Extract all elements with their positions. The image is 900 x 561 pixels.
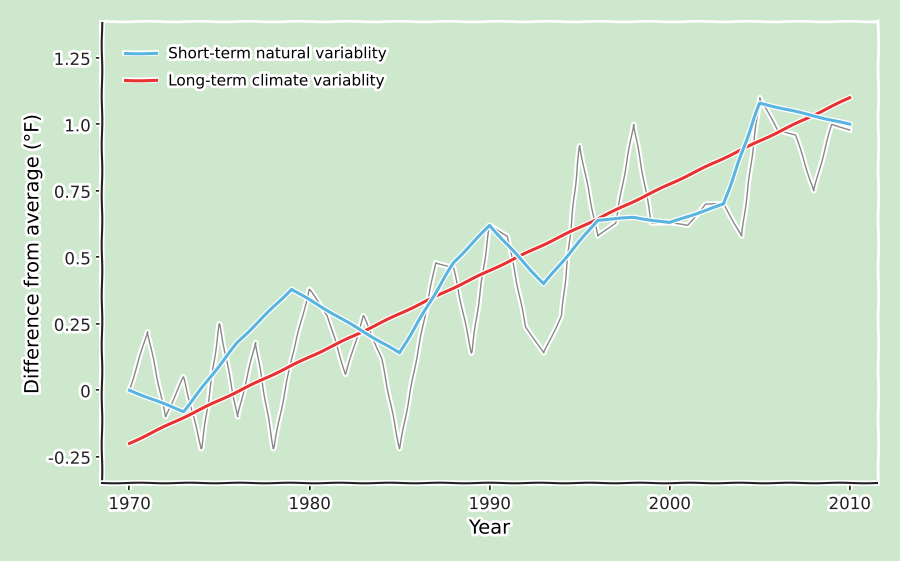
Short-term natural variablity bbox=[844, 121, 855, 128]
Short-term natural variablity bbox=[394, 350, 405, 356]
Short-term natural variablity bbox=[232, 339, 243, 346]
Short-term natural variablity bbox=[628, 214, 639, 221]
Legend: Short-term natural variablity, Long-term climate variablity: Short-term natural variablity, Long-term… bbox=[110, 31, 402, 104]
Short-term natural variablity bbox=[484, 222, 495, 229]
Line: Short-term natural variablity: Short-term natural variablity bbox=[130, 103, 850, 412]
Short-term natural variablity bbox=[340, 318, 351, 324]
Short-term natural variablity bbox=[664, 219, 675, 226]
Short-term natural variablity bbox=[754, 100, 765, 107]
Y-axis label: Difference from average (°F): Difference from average (°F) bbox=[23, 113, 42, 394]
Short-term natural variablity bbox=[538, 280, 549, 287]
Short-term natural variablity bbox=[178, 408, 189, 415]
Short-term natural variablity bbox=[448, 259, 459, 266]
Short-term natural variablity bbox=[286, 286, 297, 293]
X-axis label: Year: Year bbox=[469, 519, 510, 537]
Short-term natural variablity bbox=[592, 217, 603, 223]
Short-term natural variablity bbox=[718, 201, 729, 208]
Short-term natural variablity bbox=[124, 387, 135, 394]
